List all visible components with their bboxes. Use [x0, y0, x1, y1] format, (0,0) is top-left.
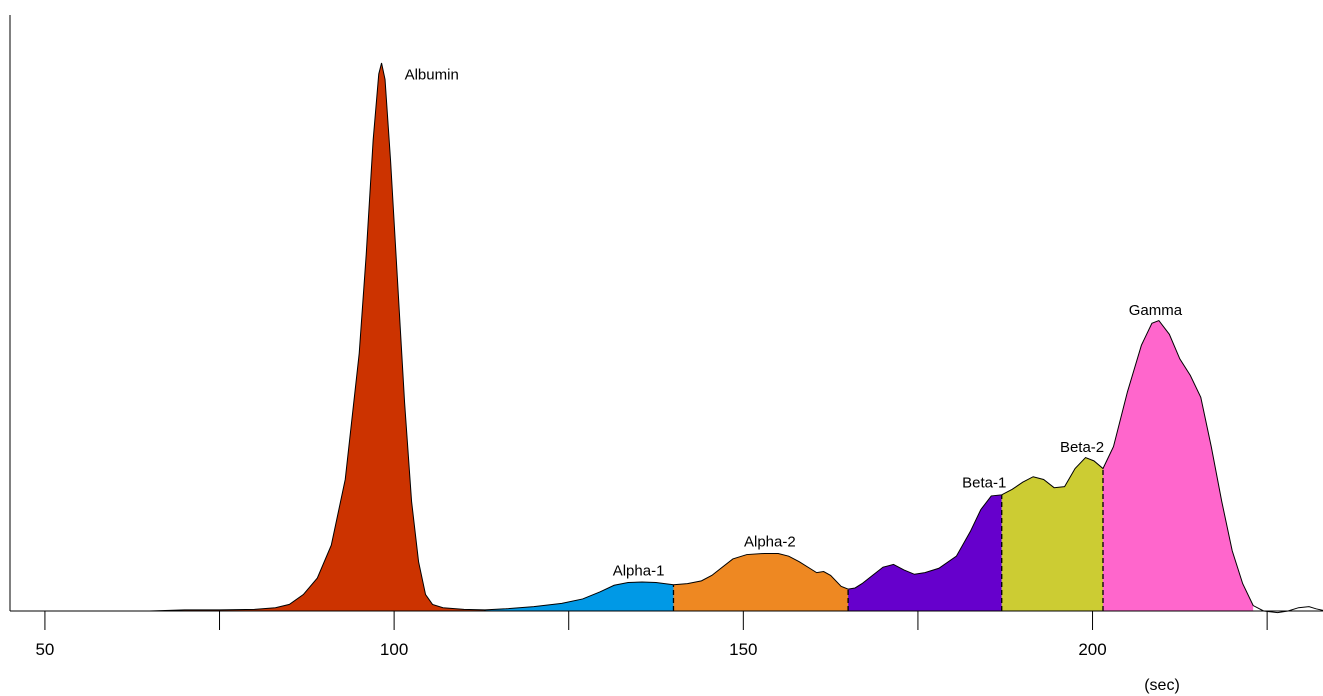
fraction-area-alpha-2	[673, 553, 849, 611]
x-tick-label: 50	[35, 640, 54, 659]
peak-label-beta-2: Beta-2	[1060, 439, 1104, 456]
fraction-area-alpha-1	[484, 581, 674, 611]
peak-label-alpha-1: Alpha-1	[613, 562, 665, 579]
peak-label-beta-1: Beta-1	[962, 475, 1006, 492]
peak-label-albumin: Albumin	[405, 66, 459, 83]
fraction-area-beta-1	[1001, 457, 1103, 611]
fraction-area-albumin	[10, 63, 485, 611]
density-curve	[10, 62, 1323, 614]
fraction-areas	[10, 63, 1254, 611]
peak-labels: Albumin Alpha-1 Alpha-2 Beta-1 Beta-2 Gamma	[405, 66, 1183, 579]
peak-label-gamma: Gamma	[1129, 302, 1183, 319]
fraction-area-fraction-4	[848, 494, 1002, 611]
x-axis-unit: (sec)	[1144, 677, 1180, 694]
x-ticks	[44, 611, 1268, 630]
peak-label-alpha-2: Alpha-2	[744, 533, 796, 550]
x-tick-label: 100	[380, 640, 408, 659]
fraction-area-gamma	[1103, 320, 1254, 611]
x-tick-labels: 50 100 150 200	[35, 640, 1106, 659]
x-tick-label: 200	[1078, 640, 1106, 659]
x-tick-label: 150	[729, 640, 757, 659]
